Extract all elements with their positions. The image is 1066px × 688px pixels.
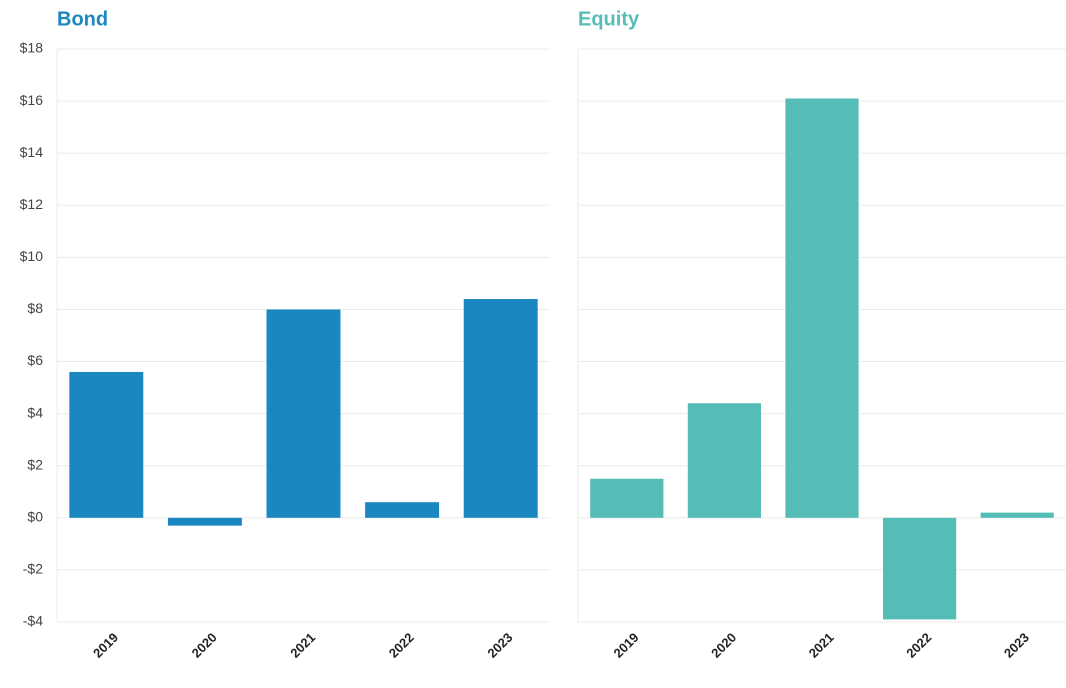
- bar: [167, 517, 242, 526]
- x-tick-label: 2020: [189, 630, 220, 661]
- y-tick-label: $14: [20, 144, 44, 160]
- y-tick-label: $10: [20, 248, 44, 264]
- bar: [365, 502, 440, 518]
- y-tick-label: $2: [27, 456, 43, 472]
- bar: [266, 309, 341, 518]
- bar: [687, 403, 761, 518]
- bar: [980, 512, 1054, 518]
- bar: [463, 299, 538, 518]
- x-tick-label: 2020: [708, 630, 739, 661]
- x-tick-label: 2021: [806, 630, 837, 661]
- y-tick-label: -$4: [23, 613, 43, 629]
- y-tick-label: $12: [20, 196, 44, 212]
- y-tick-label: $4: [27, 404, 43, 420]
- x-tick-label: 2023: [1001, 630, 1032, 661]
- bar: [785, 98, 859, 518]
- y-tick-label: $18: [20, 40, 44, 56]
- x-tick-label: 2019: [611, 630, 642, 661]
- x-tick-label: 2021: [287, 630, 318, 661]
- bar: [590, 478, 664, 518]
- panel-title: Bond: [57, 8, 108, 30]
- y-tick-label: -$2: [23, 561, 43, 577]
- bar: [883, 517, 957, 620]
- x-tick-label: 2022: [903, 630, 934, 661]
- y-tick-label: $16: [20, 92, 44, 108]
- x-tick-label: 2023: [484, 630, 515, 661]
- bar: [69, 371, 144, 518]
- y-tick-label: $6: [27, 352, 43, 368]
- x-tick-label: 2019: [90, 630, 121, 661]
- y-tick-label: $0: [27, 509, 43, 525]
- x-tick-label: 2022: [386, 630, 417, 661]
- y-tick-label: $8: [27, 300, 43, 316]
- panel-title: Equity: [578, 8, 640, 30]
